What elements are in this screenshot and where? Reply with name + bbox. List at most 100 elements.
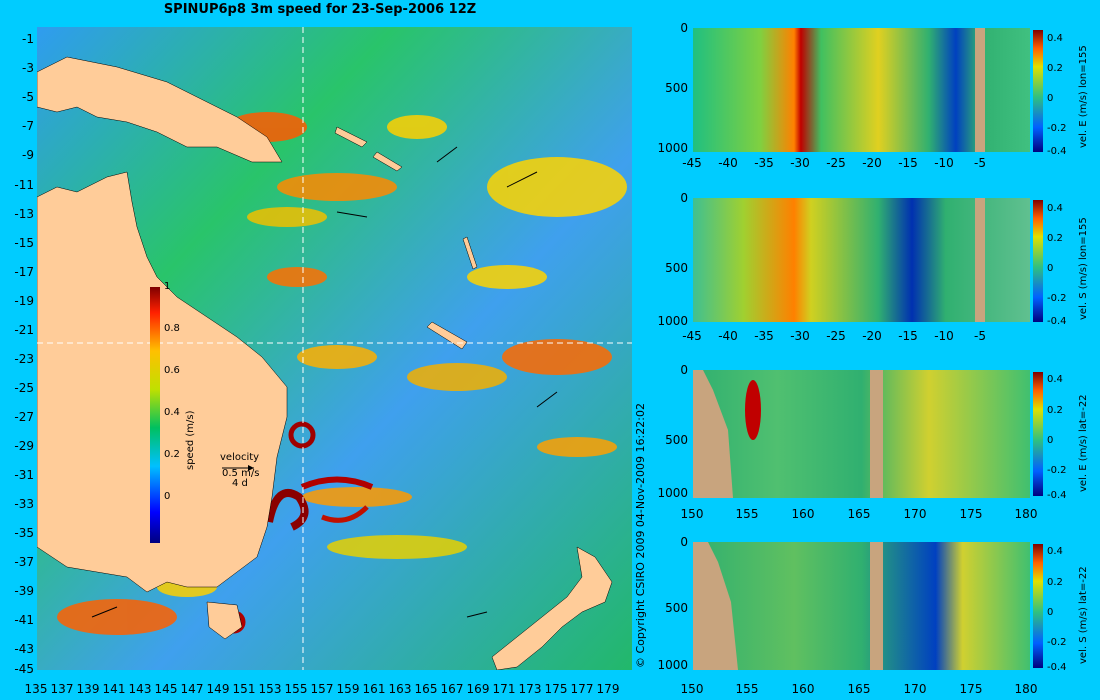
lon-tick: 141 bbox=[102, 682, 126, 696]
p3-xtick: 155 bbox=[735, 682, 759, 696]
p2-cbar-tick: 0.4 bbox=[1047, 374, 1063, 385]
p3-label: vel. S (m/s) lat=-22 bbox=[1078, 566, 1089, 664]
velocity-legend-arrow-icon bbox=[222, 465, 254, 471]
p2-colorbar bbox=[1033, 372, 1043, 496]
p1-colorbar bbox=[1033, 200, 1043, 322]
p1-xtick: -35 bbox=[754, 329, 774, 343]
p1-xtick: -45 bbox=[682, 329, 702, 343]
speed-cbar-label: speed (m/s) bbox=[185, 410, 196, 470]
lat-tick: -17 bbox=[14, 265, 34, 279]
p1-cbar-tick: 0.2 bbox=[1047, 233, 1063, 244]
lon-tick: 159 bbox=[336, 682, 360, 696]
lat-tick: -13 bbox=[14, 207, 34, 221]
p0-cbar-tick: 0 bbox=[1047, 93, 1054, 104]
p0-xtick: -20 bbox=[862, 156, 882, 170]
lon-tick: 147 bbox=[180, 682, 204, 696]
lon-tick: 163 bbox=[388, 682, 412, 696]
lon-tick: 145 bbox=[154, 682, 178, 696]
p1-xtick: -25 bbox=[826, 329, 846, 343]
lon-tick: 157 bbox=[310, 682, 334, 696]
p3-cbar-tick: -0.4 bbox=[1047, 662, 1067, 673]
p2-label: vel. E (m/s) lat=-22 bbox=[1078, 394, 1089, 492]
lon-tick: 137 bbox=[50, 682, 74, 696]
lon-tick: 165 bbox=[414, 682, 438, 696]
p0-xtick: -5 bbox=[974, 156, 986, 170]
p3-colorbar bbox=[1033, 544, 1043, 668]
p2-ytick: 500 bbox=[665, 433, 688, 447]
lon-tick: 149 bbox=[206, 682, 230, 696]
lon-tick: 179 bbox=[596, 682, 620, 696]
velocity-legend-value: 0.5 m/s bbox=[222, 468, 260, 479]
velocity-legend-title: velocity bbox=[220, 452, 260, 463]
lat-tick: -39 bbox=[14, 584, 34, 598]
p1-xtick: -30 bbox=[790, 329, 810, 343]
p1-cbar-tick: 0.4 bbox=[1047, 203, 1063, 214]
p3-xtick: 160 bbox=[791, 682, 815, 696]
lat-tick: -15 bbox=[14, 236, 34, 250]
p1-cbar-tick: -0.4 bbox=[1047, 316, 1067, 327]
section-plot-1 bbox=[693, 198, 1030, 322]
p0-ytick: 0 bbox=[680, 21, 688, 35]
lon-tick: 143 bbox=[128, 682, 152, 696]
lat-tick: -23 bbox=[14, 352, 34, 366]
lon-tick: 151 bbox=[232, 682, 256, 696]
p1-ytick: 1000 bbox=[657, 314, 688, 328]
lat-tick: -11 bbox=[14, 178, 34, 192]
p3-xtick: 175 bbox=[959, 682, 983, 696]
p3-cbar-tick: 0.4 bbox=[1047, 546, 1063, 557]
lat-tick: -31 bbox=[14, 468, 34, 482]
speed-map-canvas bbox=[37, 27, 632, 670]
lat-tick: -9 bbox=[22, 148, 34, 162]
p3-ytick: 500 bbox=[665, 601, 688, 615]
p2-cbar-tick: -0.2 bbox=[1047, 465, 1067, 476]
p1-xtick: -20 bbox=[862, 329, 882, 343]
section-plot-3 bbox=[693, 542, 1030, 670]
speed-cbar-tick: 0.8 bbox=[164, 323, 180, 334]
p0-colorbar bbox=[1033, 30, 1043, 152]
lon-tick: 173 bbox=[518, 682, 542, 696]
speed-cbar-tick: 1 bbox=[164, 281, 171, 292]
p2-xtick: 160 bbox=[791, 507, 815, 521]
p2-cbar-tick: -0.4 bbox=[1047, 490, 1067, 501]
lat-tick: -41 bbox=[14, 613, 34, 627]
p0-xtick: -15 bbox=[898, 156, 918, 170]
lat-tick: -35 bbox=[14, 526, 34, 540]
p0-xtick: -25 bbox=[826, 156, 846, 170]
p3-xtick: 180 bbox=[1014, 682, 1038, 696]
p1-ytick: 500 bbox=[665, 261, 688, 275]
speed-cbar-tick: 0.6 bbox=[164, 365, 180, 376]
p1-xtick: -10 bbox=[934, 329, 954, 343]
p0-cbar-tick: 0.2 bbox=[1047, 63, 1063, 74]
p1-xtick: -40 bbox=[718, 329, 738, 343]
speed-map bbox=[37, 27, 632, 670]
lat-tick: -21 bbox=[14, 323, 34, 337]
speed-cbar-tick: 0.2 bbox=[164, 449, 180, 460]
p0-xtick: -30 bbox=[790, 156, 810, 170]
p0-cbar-tick: -0.2 bbox=[1047, 123, 1067, 134]
lat-tick: -25 bbox=[14, 381, 34, 395]
p1-cbar-tick: 0 bbox=[1047, 263, 1054, 274]
p3-cbar-tick: 0.2 bbox=[1047, 577, 1063, 588]
lon-tick: 155 bbox=[284, 682, 308, 696]
velocity-legend-scale: 4 d bbox=[232, 478, 248, 489]
speed-cbar-tick: 0.4 bbox=[164, 407, 180, 418]
lat-tick: -43 bbox=[14, 642, 34, 656]
p2-cbar-tick: 0 bbox=[1047, 435, 1054, 446]
lon-tick: 139 bbox=[76, 682, 100, 696]
lat-tick: -5 bbox=[22, 90, 34, 104]
p1-xtick: -15 bbox=[898, 329, 918, 343]
p3-ytick: 1000 bbox=[657, 658, 688, 672]
p2-xtick: 150 bbox=[680, 507, 704, 521]
p1-ytick: 0 bbox=[680, 191, 688, 205]
p2-xtick: 165 bbox=[847, 507, 871, 521]
lon-tick: 153 bbox=[258, 682, 282, 696]
speed-cbar-tick: 0 bbox=[164, 491, 171, 502]
p3-cbar-tick: -0.2 bbox=[1047, 637, 1067, 648]
lon-tick: 135 bbox=[24, 682, 48, 696]
copyright-note: © Copyright CSIRO 2009 04-Nov-2009 16:22… bbox=[634, 403, 647, 668]
p3-cbar-tick: 0 bbox=[1047, 607, 1054, 618]
p0-label: vel. E (m/s) lon=155 bbox=[1078, 45, 1089, 148]
lat-tick: -37 bbox=[14, 555, 34, 569]
lat-tick: -1 bbox=[22, 32, 34, 46]
p0-cbar-tick: 0.4 bbox=[1047, 33, 1063, 44]
